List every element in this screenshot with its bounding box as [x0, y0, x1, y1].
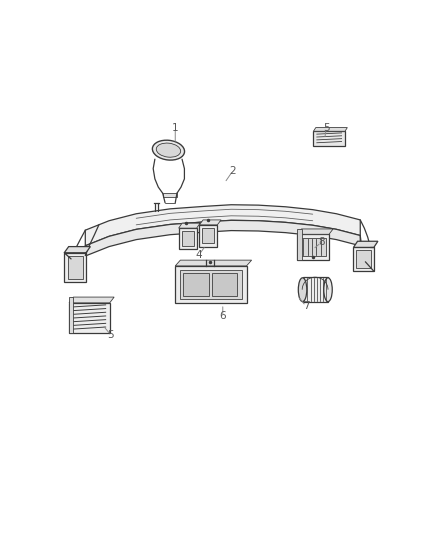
Ellipse shape	[156, 143, 180, 157]
Polygon shape	[297, 229, 333, 235]
Polygon shape	[175, 266, 247, 303]
Polygon shape	[353, 247, 374, 271]
Polygon shape	[162, 193, 177, 197]
Text: 7: 7	[303, 301, 309, 311]
Text: 4: 4	[196, 250, 202, 260]
Polygon shape	[85, 220, 360, 256]
Polygon shape	[67, 256, 83, 279]
Polygon shape	[300, 238, 326, 256]
Polygon shape	[202, 228, 214, 243]
Polygon shape	[64, 247, 90, 253]
Polygon shape	[297, 235, 329, 260]
Text: 2: 2	[230, 166, 236, 176]
Polygon shape	[297, 229, 301, 260]
Polygon shape	[180, 270, 242, 298]
Text: 1: 1	[172, 123, 179, 133]
Polygon shape	[183, 273, 208, 296]
Polygon shape	[314, 127, 347, 131]
Polygon shape	[175, 260, 251, 266]
Polygon shape	[314, 131, 345, 146]
Polygon shape	[212, 273, 237, 296]
Text: 6: 6	[219, 311, 226, 321]
Polygon shape	[64, 253, 86, 282]
Polygon shape	[69, 297, 114, 303]
Text: 8: 8	[318, 238, 325, 247]
Ellipse shape	[324, 278, 332, 302]
Polygon shape	[199, 225, 217, 247]
Text: 5: 5	[107, 330, 114, 340]
Polygon shape	[179, 223, 200, 228]
Polygon shape	[356, 251, 371, 268]
Polygon shape	[199, 220, 221, 225]
Ellipse shape	[152, 140, 184, 160]
Polygon shape	[353, 241, 378, 247]
Polygon shape	[69, 303, 110, 333]
Text: 5: 5	[323, 123, 330, 133]
Ellipse shape	[298, 278, 307, 302]
Polygon shape	[69, 297, 74, 333]
Polygon shape	[182, 231, 194, 246]
Polygon shape	[179, 228, 197, 249]
Polygon shape	[85, 205, 360, 246]
Polygon shape	[303, 277, 328, 302]
